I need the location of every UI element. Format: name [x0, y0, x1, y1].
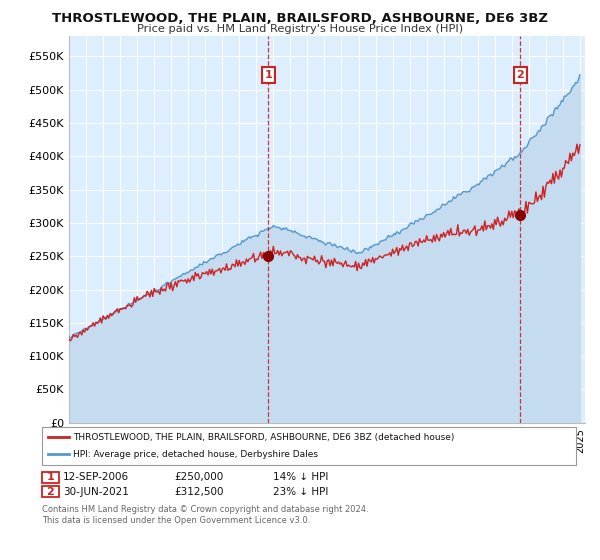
Text: 23% ↓ HPI: 23% ↓ HPI	[273, 487, 328, 497]
Text: HPI: Average price, detached house, Derbyshire Dales: HPI: Average price, detached house, Derb…	[73, 450, 318, 459]
Text: THROSTLEWOOD, THE PLAIN, BRAILSFORD, ASHBOURNE, DE6 3BZ (detached house): THROSTLEWOOD, THE PLAIN, BRAILSFORD, ASH…	[73, 433, 455, 442]
Text: 1: 1	[265, 70, 272, 80]
Text: 12-SEP-2006: 12-SEP-2006	[63, 472, 129, 482]
Text: £312,500: £312,500	[174, 487, 224, 497]
Text: 2: 2	[47, 487, 54, 497]
Text: Price paid vs. HM Land Registry's House Price Index (HPI): Price paid vs. HM Land Registry's House …	[137, 24, 463, 34]
Text: £250,000: £250,000	[174, 472, 223, 482]
Text: Contains HM Land Registry data © Crown copyright and database right 2024.
This d: Contains HM Land Registry data © Crown c…	[42, 505, 368, 525]
Text: 1: 1	[47, 472, 54, 482]
Text: 14% ↓ HPI: 14% ↓ HPI	[273, 472, 328, 482]
Text: 2: 2	[517, 70, 524, 80]
Text: 30-JUN-2021: 30-JUN-2021	[63, 487, 129, 497]
Text: THROSTLEWOOD, THE PLAIN, BRAILSFORD, ASHBOURNE, DE6 3BZ: THROSTLEWOOD, THE PLAIN, BRAILSFORD, ASH…	[52, 12, 548, 25]
